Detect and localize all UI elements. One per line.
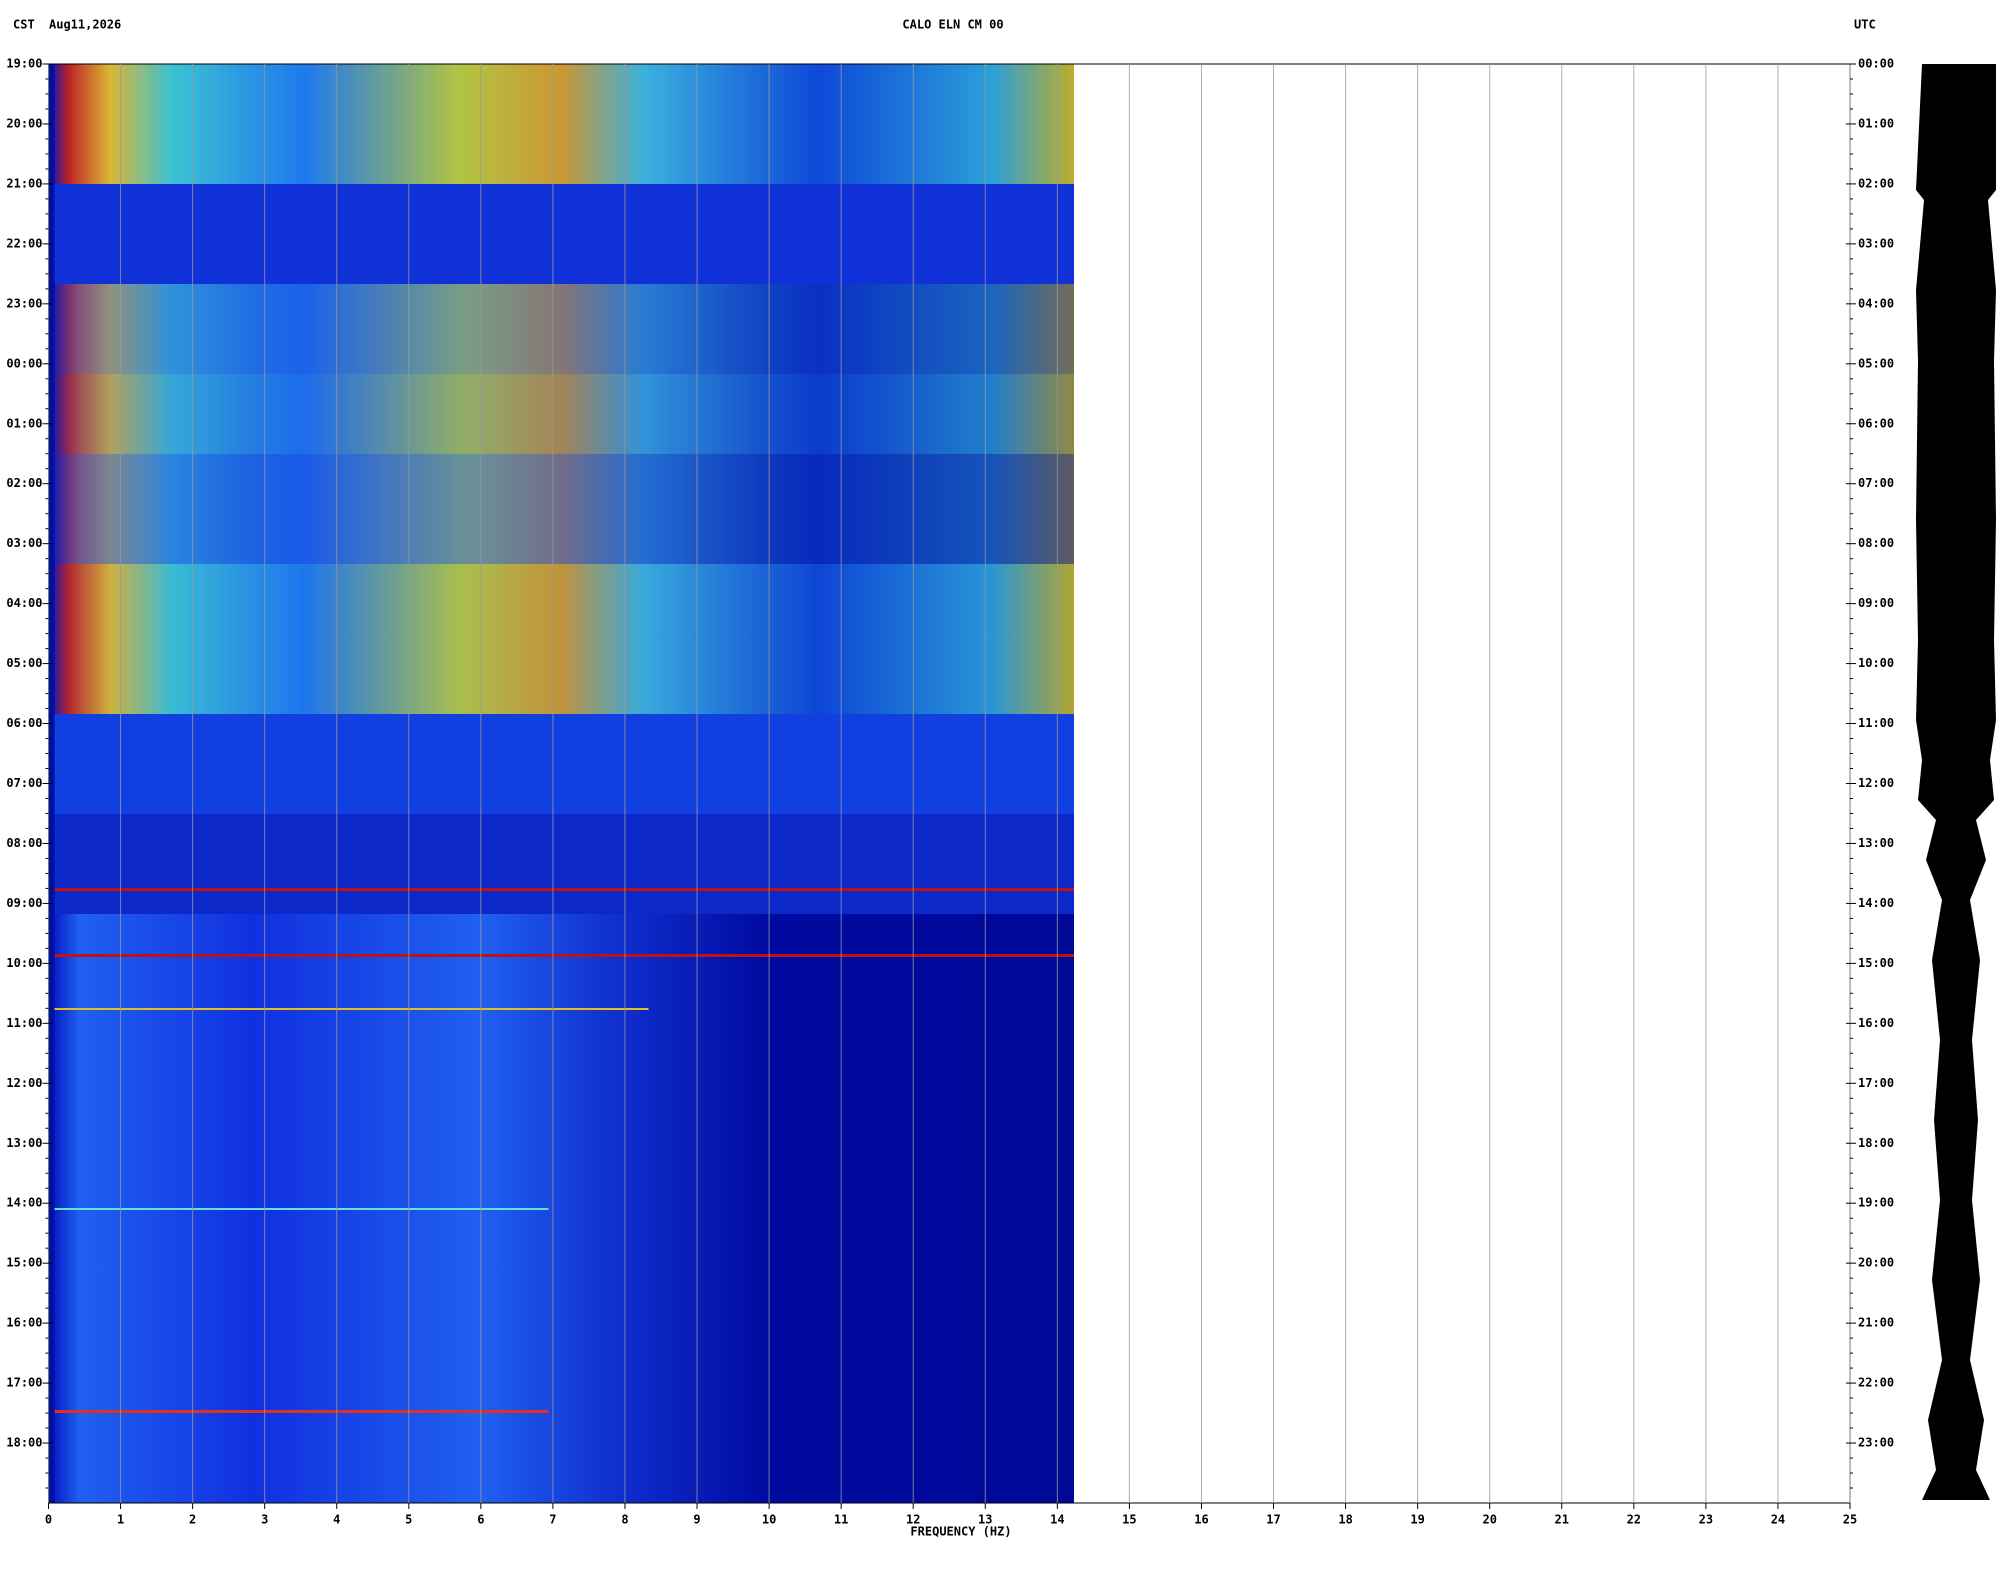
right-time-label: 21:00 <box>1858 1316 1894 1330</box>
x-tick-label: 13 <box>978 1513 992 1527</box>
x-tick-label: 22 <box>1627 1513 1641 1527</box>
right-time-label: 03:00 <box>1858 236 1894 250</box>
right-time-label: 20:00 <box>1858 1256 1894 1270</box>
x-tick-label: 8 <box>621 1513 628 1527</box>
x-tick-label: 19 <box>1410 1513 1424 1527</box>
right-time-label: 05:00 <box>1858 356 1894 370</box>
x-axis-label: FREQUENCY (HZ) <box>910 1525 1011 1539</box>
right-time-label: 02:00 <box>1858 176 1894 190</box>
x-tick-label: 9 <box>693 1513 700 1527</box>
left-time-label: 05:00 <box>6 656 42 670</box>
left-time-label: 03:00 <box>6 536 42 550</box>
x-tick-label: 5 <box>405 1513 412 1527</box>
left-time-label: 14:00 <box>6 1196 42 1210</box>
right-time-label: 06:00 <box>1858 416 1894 430</box>
left-time-label: 21:00 <box>6 176 42 190</box>
date: Aug11,2026 <box>49 18 121 32</box>
left-time-label: 16:00 <box>6 1316 42 1330</box>
x-tick-label: 16 <box>1194 1513 1208 1527</box>
x-tick-label: 1 <box>117 1513 124 1527</box>
right-time-label: 11:00 <box>1858 716 1894 730</box>
right-time-label: 17:00 <box>1858 1076 1894 1090</box>
right-time-label: 09:00 <box>1858 596 1894 610</box>
right-time-label: 10:00 <box>1858 656 1894 670</box>
x-tick-label: 24 <box>1771 1513 1785 1527</box>
right-time-label: 13:00 <box>1858 836 1894 850</box>
right-time-label: 15:00 <box>1858 956 1894 970</box>
x-tick-label: 3 <box>261 1513 268 1527</box>
left-time-label: 11:00 <box>6 1016 42 1030</box>
x-tick-label: 7 <box>549 1513 556 1527</box>
left-time-label: 00:00 <box>6 356 42 370</box>
left-time-label: 08:00 <box>6 836 42 850</box>
left-time-label: 10:00 <box>6 956 42 970</box>
x-tick-label: 6 <box>477 1513 484 1527</box>
left-time-label: 23:00 <box>6 296 42 310</box>
left-time-label: 04:00 <box>6 596 42 610</box>
right-time-label: 14:00 <box>1858 896 1894 910</box>
x-tick-label: 11 <box>834 1513 848 1527</box>
x-tick-label: 14 <box>1050 1513 1064 1527</box>
x-tick-label: 2 <box>189 1513 196 1527</box>
right-time-label: 01:00 <box>1858 116 1894 130</box>
left-time-label: 01:00 <box>6 416 42 430</box>
chart-title: CALO ELN CM 00 <box>902 18 1003 32</box>
right-time-label: 19:00 <box>1858 1196 1894 1210</box>
left-time-label: 12:00 <box>6 1076 42 1090</box>
x-tick-label: 25 <box>1843 1513 1857 1527</box>
left-time-label: 09:00 <box>6 896 42 910</box>
x-tick-label: 18 <box>1338 1513 1352 1527</box>
right-time-label: 04:00 <box>1858 296 1894 310</box>
left-time-label: 07:00 <box>6 776 42 790</box>
seismogram <box>1916 64 1996 1500</box>
x-tick-label: 20 <box>1482 1513 1496 1527</box>
x-tick-label: 0 <box>45 1513 52 1527</box>
left-time-label: 22:00 <box>6 236 42 250</box>
left-time-label: 20:00 <box>6 116 42 130</box>
x-tick-label: 17 <box>1266 1513 1280 1527</box>
x-tick-label: 12 <box>906 1513 920 1527</box>
x-tick-label: 23 <box>1699 1513 1713 1527</box>
right-time-label: 07:00 <box>1858 476 1894 490</box>
right-time-label: 12:00 <box>1858 776 1894 790</box>
x-tick-label: 10 <box>762 1513 776 1527</box>
x-tick-label: 15 <box>1122 1513 1136 1527</box>
timezone-left: CST <box>13 18 35 32</box>
right-time-label: 23:00 <box>1858 1436 1894 1450</box>
left-time-label: 13:00 <box>6 1136 42 1150</box>
left-time-label: 17:00 <box>6 1376 42 1390</box>
timezone-right: UTC <box>1854 18 1876 32</box>
x-tick-label: 21 <box>1555 1513 1569 1527</box>
right-time-label: 22:00 <box>1858 1376 1894 1390</box>
x-tick-label: 4 <box>333 1513 340 1527</box>
right-time-label: 16:00 <box>1858 1016 1894 1030</box>
left-time-label: 19:00 <box>6 57 42 71</box>
right-time-label: 18:00 <box>1858 1136 1894 1150</box>
left-time-label: 02:00 <box>6 476 42 490</box>
left-time-label: 06:00 <box>6 716 42 730</box>
right-time-label: 08:00 <box>1858 536 1894 550</box>
left-time-label: 15:00 <box>6 1256 42 1270</box>
spectrogram-image <box>48 64 1074 1503</box>
right-time-label: 00:00 <box>1858 57 1894 71</box>
left-time-label: 18:00 <box>6 1436 42 1450</box>
